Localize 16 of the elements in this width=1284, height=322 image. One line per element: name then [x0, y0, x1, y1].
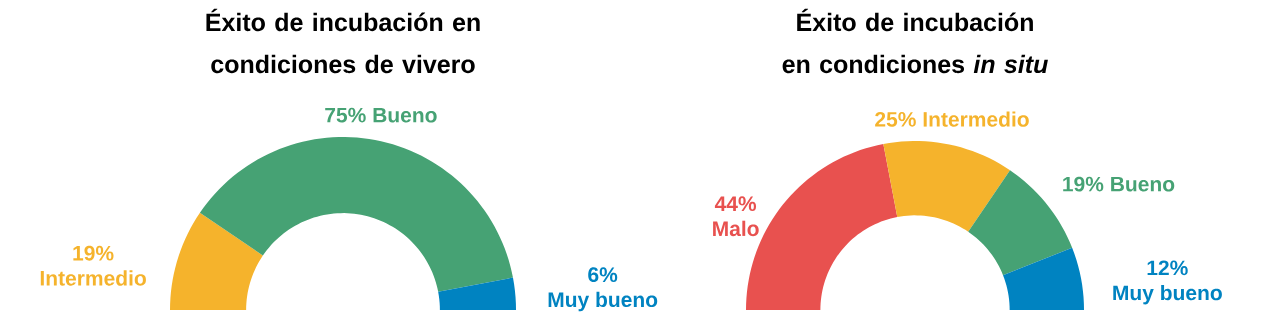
slice-label: Bueno: [373, 107, 437, 123]
slice-label: Muy bueno: [548, 291, 658, 312]
data-label: 19%: [73, 245, 114, 261]
data-label: 25%: [875, 111, 916, 127]
slice-label: Intermedio: [40, 270, 146, 286]
data-label: 6%: [588, 267, 618, 283]
data-label: 75%: [325, 107, 366, 123]
data-label: 19%: [1063, 176, 1104, 192]
slice-label: Intermedio: [923, 111, 1029, 127]
chart-title: Éxito de incubación en condiciones in situ: [782, 8, 1048, 74]
chart-title: Éxito de incubación en condiciones de vivero: [206, 8, 480, 74]
slice-label: Muy bueno: [1113, 284, 1222, 305]
slice-label: Malo: [713, 220, 759, 237]
data-label: 44%: [714, 196, 757, 212]
data-label: 12%: [1147, 260, 1188, 276]
slice-label: Bueno: [1111, 176, 1175, 192]
